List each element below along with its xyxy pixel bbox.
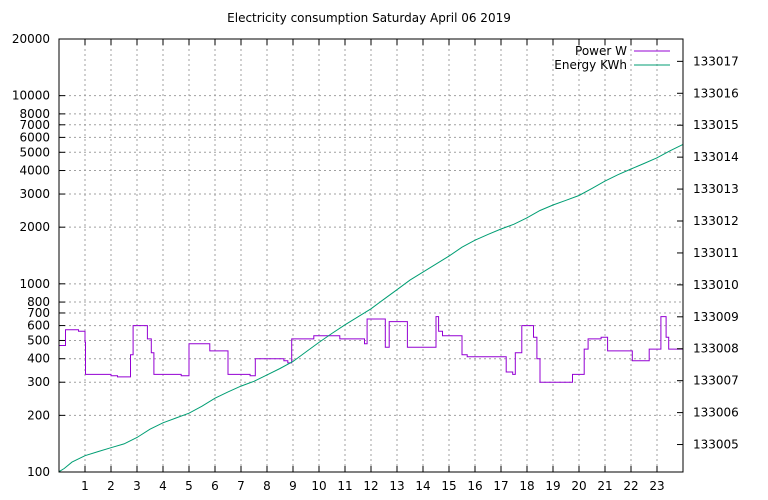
y-left-tick-label: 2000 bbox=[19, 220, 50, 234]
y-right-tick-label: 133007 bbox=[693, 374, 739, 388]
chart-title: Electricity consumption Saturday April 0… bbox=[227, 11, 511, 25]
y-left-tick-label: 20000 bbox=[12, 32, 50, 46]
y-left-tick-label: 500 bbox=[27, 333, 50, 347]
x-tick-label: 23 bbox=[649, 479, 664, 493]
y-right-tick-label: 133005 bbox=[693, 438, 739, 452]
y-left-tick-label: 4000 bbox=[19, 164, 50, 178]
y-left-tick-label: 700 bbox=[27, 306, 50, 320]
x-tick-label: 5 bbox=[185, 479, 193, 493]
x-tick-label: 14 bbox=[415, 479, 430, 493]
y-left-tick-label: 3000 bbox=[19, 187, 50, 201]
x-tick-label: 16 bbox=[467, 479, 482, 493]
y-left-tick-label: 400 bbox=[27, 352, 50, 366]
y-left-tick-label: 100 bbox=[27, 465, 50, 479]
x-tick-label: 22 bbox=[623, 479, 638, 493]
grid-lines bbox=[59, 38, 683, 473]
y-left-tick-label: 8000 bbox=[19, 107, 50, 121]
series-layer bbox=[58, 143, 684, 473]
y-right-tick-label: 133013 bbox=[693, 182, 739, 196]
y-right-tick-label: 133010 bbox=[693, 278, 739, 292]
x-tick-label: 11 bbox=[337, 479, 352, 493]
y-left-tick-label: 10000 bbox=[12, 89, 50, 103]
x-tick-label: 1 bbox=[81, 479, 89, 493]
legend-label-energy: Energy KWh bbox=[554, 58, 627, 72]
y-left-tick-label: 200 bbox=[27, 408, 50, 422]
x-tick-label: 2 bbox=[107, 479, 115, 493]
x-tick-label: 15 bbox=[441, 479, 456, 493]
x-tick-label: 8 bbox=[263, 479, 271, 493]
y-right-tick-label: 133017 bbox=[693, 54, 739, 68]
y-right-tick-label: 133015 bbox=[693, 118, 739, 132]
y-left-tick-label: 1000 bbox=[19, 277, 50, 291]
y-left-tick-label: 300 bbox=[27, 375, 50, 389]
x-tick-label: 21 bbox=[597, 479, 612, 493]
y-left-tick-label: 5000 bbox=[19, 145, 50, 159]
x-tick-label: 18 bbox=[519, 479, 534, 493]
y-left-tick-label: 600 bbox=[27, 319, 50, 333]
x-tick-label: 4 bbox=[159, 479, 167, 493]
legend: Power W Energy KWh bbox=[554, 44, 670, 72]
axes: 1 2 3 4 5 6 7 8 9 10 11 12 13 14 15 16 17 18 19 20 21 22 23100… bbox=[12, 32, 739, 493]
y-left-tick-label: 6000 bbox=[19, 130, 50, 144]
y-right-tick-label: 133008 bbox=[693, 342, 739, 356]
y-left-tick-label: 7000 bbox=[19, 118, 50, 132]
x-tick-label: 7 bbox=[237, 479, 245, 493]
energy-series-line bbox=[58, 143, 684, 473]
x-tick-label: 6 bbox=[211, 479, 219, 493]
y-right-tick-label: 133014 bbox=[693, 150, 739, 164]
legend-label-power: Power W bbox=[575, 44, 627, 58]
x-tick-label: 20 bbox=[571, 479, 586, 493]
x-tick-label: 17 bbox=[493, 479, 508, 493]
x-tick-label: 3 bbox=[133, 479, 141, 493]
y-right-tick-label: 133011 bbox=[693, 246, 739, 260]
y-right-tick-label: 133006 bbox=[693, 406, 739, 420]
y-right-tick-label: 133016 bbox=[693, 86, 739, 100]
power-series-line bbox=[59, 316, 683, 383]
x-tick-label: 9 bbox=[289, 479, 297, 493]
x-tick-label: 19 bbox=[545, 479, 560, 493]
y-left-tick-label: 800 bbox=[27, 295, 50, 309]
y-right-tick-label: 133012 bbox=[693, 214, 739, 228]
x-tick-label: 13 bbox=[389, 479, 404, 493]
x-tick-label: 12 bbox=[363, 479, 378, 493]
y-right-tick-label: 133009 bbox=[693, 310, 739, 324]
x-tick-label: 10 bbox=[311, 479, 326, 493]
